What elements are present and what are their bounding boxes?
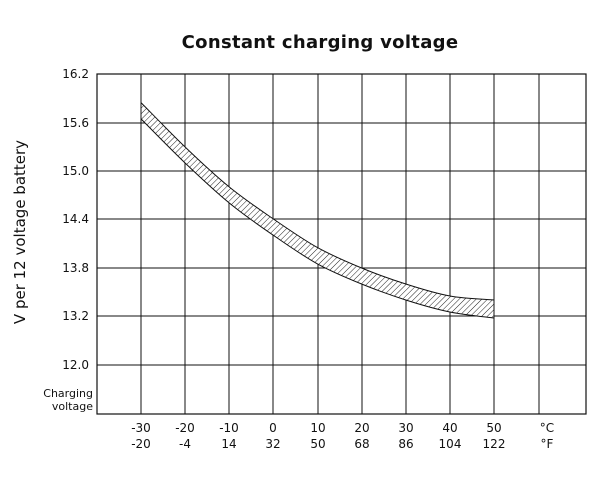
x-tick-label-fahrenheit: 14 [221, 437, 236, 451]
x-tick-label-celsius: 40 [442, 421, 457, 435]
y-tick-label: 16.2 [62, 67, 89, 81]
voltage-band [140, 101, 495, 319]
x-tick-label-fahrenheit: 50 [310, 437, 325, 451]
x-tick-label-celsius: 50 [486, 421, 501, 435]
x-tick-label-celsius: 10 [310, 421, 325, 435]
x-tick-label-celsius: 30 [398, 421, 413, 435]
x-tick-label-fahrenheit: 122 [483, 437, 506, 451]
chart-title: Constant charging voltage [181, 32, 459, 53]
unit-fahrenheit: °F [541, 437, 554, 451]
x-tick-label-celsius: -30 [131, 421, 151, 435]
unit-celsius: °C [540, 421, 554, 435]
y-tick-label: 13.8 [62, 261, 89, 275]
x-tick-label-celsius: -10 [219, 421, 239, 435]
charging-voltage-label: voltage [52, 400, 93, 413]
x-tick-label-celsius: -20 [175, 421, 195, 435]
x-tick-label-fahrenheit: 104 [439, 437, 462, 451]
plot-frame [96, 73, 587, 415]
x-tick-label-fahrenheit: 86 [398, 437, 413, 451]
y-tick-label: 15.0 [62, 164, 89, 178]
x-tick-label-fahrenheit: -20 [131, 437, 151, 451]
x-tick-label-fahrenheit: 68 [354, 437, 369, 451]
y-tick-label: 15.6 [62, 116, 89, 130]
y-tick-label: 12.0 [62, 358, 89, 372]
y-tick-label: 14.4 [62, 212, 89, 226]
x-tick-label-celsius: 20 [354, 421, 369, 435]
x-tick-label-fahrenheit: 32 [265, 437, 280, 451]
y-tick-label: 13.2 [62, 309, 89, 323]
charging-voltage-label: Charging [43, 387, 93, 400]
x-tick-label-celsius: 0 [269, 421, 277, 435]
x-tick-label-fahrenheit: -4 [179, 437, 191, 451]
